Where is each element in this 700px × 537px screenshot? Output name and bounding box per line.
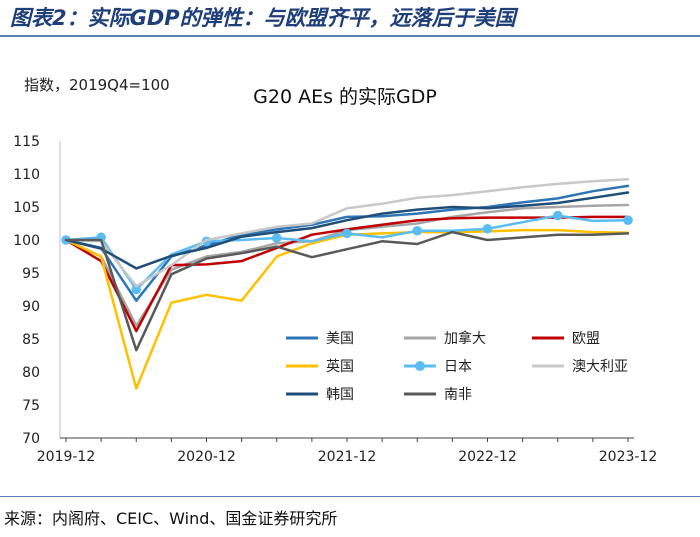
legend-item: 欧盟 <box>532 331 600 347</box>
legend-item: 美国 <box>286 331 354 347</box>
legend-label: 澳大利亚 <box>572 359 628 375</box>
y-tick-label: 100 <box>13 233 40 249</box>
series-line <box>64 230 630 352</box>
series-lines <box>61 178 633 390</box>
series-南非 <box>64 230 630 352</box>
source-divider <box>0 496 700 497</box>
y-tick-label: 90 <box>22 299 40 315</box>
legend-label: 美国 <box>326 331 354 347</box>
x-tick-label: 2019-12 <box>37 449 96 465</box>
legend-item: 英国 <box>286 358 354 375</box>
data-point <box>482 223 493 234</box>
series-日本 <box>61 210 633 295</box>
data-point <box>623 215 633 225</box>
data-point <box>131 284 142 295</box>
data-point <box>342 228 352 239</box>
y-tick-label: 70 <box>22 431 40 447</box>
y-tick-label: 75 <box>22 398 40 414</box>
chart-title: G20 AEs 的实际GDP <box>253 86 437 108</box>
legend-label: 韩国 <box>326 387 354 403</box>
y-axis-label: 指数，2019Q4=100 <box>24 76 170 94</box>
x-tick-label: 2022-12 <box>458 449 517 465</box>
y-tick-label: 115 <box>13 134 40 150</box>
series-line <box>64 191 630 270</box>
legend-item: 日本 <box>404 359 472 375</box>
x-tick-label: 2020-12 <box>177 449 236 465</box>
y-tick-label: 105 <box>13 200 40 216</box>
series-韩国 <box>64 191 630 270</box>
data-point <box>271 233 282 243</box>
legend-item: 南非 <box>404 387 472 403</box>
source-note: 来源：内阁府、CEIC、Wind、国金证券研究所 <box>4 509 338 528</box>
legend-label: 加拿大 <box>444 330 486 347</box>
series-line <box>64 178 630 288</box>
gdp-line-chart: G20 AEs 的实际GDP 指数，2019Q4=100 70 75 80 85 90 9… <box>13 76 657 465</box>
legend-item: 澳大利亚 <box>532 359 628 375</box>
title-divider <box>0 35 700 37</box>
x-tick-label: 2023-12 <box>599 449 658 465</box>
legend-label: 英国 <box>326 358 354 375</box>
axes: 70 75 80 85 90 95 100 105 110 115 2019-12 2020-12 20… <box>13 134 657 465</box>
legend-item: 韩国 <box>286 387 354 403</box>
y-tick-label: 110 <box>13 167 40 183</box>
series-澳大利亚 <box>64 178 630 288</box>
x-tick-label: 2021-12 <box>318 449 377 465</box>
legend-label: 南非 <box>444 387 472 403</box>
data-point <box>412 225 423 236</box>
series-line <box>64 203 630 328</box>
legend-label: 日本 <box>444 359 472 375</box>
series-加拿大 <box>64 203 630 328</box>
data-point <box>552 210 563 221</box>
legend-marker <box>415 361 425 371</box>
y-tick-label: 85 <box>22 332 40 348</box>
figure-title: 图表2：实际GDP的弹性：与欧盟齐平，远落后于美国 <box>10 6 516 30</box>
y-tick-label: 80 <box>22 365 40 381</box>
legend-item: 加拿大 <box>404 330 486 347</box>
y-tick-label: 95 <box>22 266 40 282</box>
legend-label: 欧盟 <box>572 331 600 347</box>
